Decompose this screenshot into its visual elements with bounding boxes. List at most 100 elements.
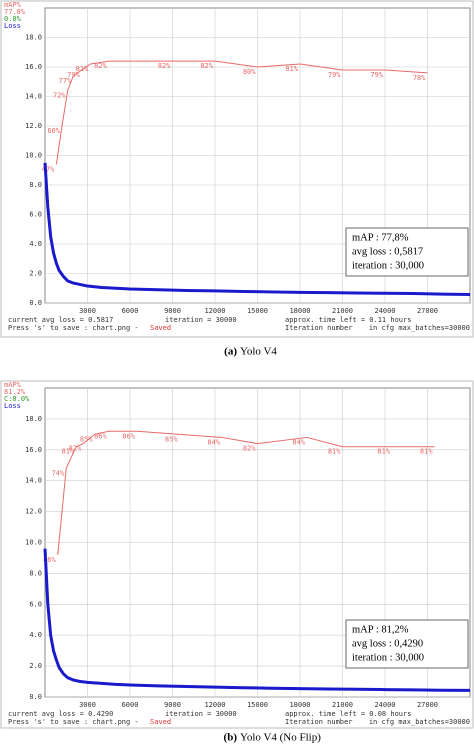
data-label: 79% [328,71,341,79]
x-tick-label: 24000 [374,307,395,315]
x-axis-label: Iteration number [285,324,352,332]
annotation-box [345,619,469,669]
annotation-text: mAP : 77,8% [352,232,409,243]
status: approx. time left = 0.11 hours [285,316,411,324]
y-tick-label: 14.0 [25,93,42,101]
y-tick-label: 6.0 [29,211,42,219]
data-label: 82% [243,445,256,453]
status: in cfg max_batches=30000 [369,718,470,726]
data-label: 60% [47,127,60,135]
x-tick-label: 15000 [247,307,268,315]
data-label: 81% [62,448,75,456]
map-line [57,430,435,555]
data-label: 79% [67,71,80,79]
y-tick-label: 8.0 [29,569,42,577]
y-tick-label: 10.0 [25,152,42,160]
annotation-text: avg loss : 0,4290 [352,638,423,649]
data-label: 78% [413,74,426,82]
x-tick-label: 27000 [417,701,438,709]
status: approx. time left = 0.08 hours [285,710,411,718]
y-tick-label: 12.0 [25,508,42,516]
data-label: 82% [158,62,171,70]
data-label: 77% [59,77,72,85]
y-tick-label: 8.0 [29,181,42,189]
data-label: 47% [42,165,55,173]
status: Press 's' to save : chart.png - [8,324,139,332]
x-tick-label: 6000 [122,307,139,315]
data-label: 85% [80,435,93,443]
x-tick-label: 3000 [79,701,96,709]
x-tick-label: 9000 [164,701,181,709]
y-tick-label: 18.0 [25,34,42,42]
y-tick-label: 18.0 [25,415,42,423]
data-label: 46% [43,556,56,564]
data-label: 81% [377,448,390,456]
legend-entry: Loss [4,22,21,30]
x-tick-label: 15000 [247,701,268,709]
legend-entry: Loss [4,402,21,410]
status: in cfg max_batches=30000 [369,324,470,332]
data-label: 85% [165,435,178,443]
x-tick-label: 21000 [332,701,353,709]
caption: Yolo V4 [240,346,277,358]
x-tick-label: 21000 [332,307,353,315]
map-line [55,60,428,165]
y-tick-label: 12.0 [25,122,42,130]
data-label: 72% [53,92,66,100]
x-tick-label: 3000 [79,307,96,315]
data-label: 84% [292,438,305,446]
status: iteration = 30000 [165,316,237,324]
data-label: 81% [285,65,298,73]
status: Saved [150,324,171,332]
y-tick-label: 16.0 [25,63,42,71]
loss-line [43,162,471,296]
y-tick-label: 6.0 [29,600,42,608]
legend-value: C:0.0% [4,395,30,403]
x-axis-label: Iteration number [285,718,352,726]
y-tick-label: 14.0 [25,477,42,485]
status: Press 's' to save : chart.png - [8,718,139,726]
y-tick-label: 4.0 [29,631,42,639]
annotation-text: iteration : 30,000 [352,260,424,271]
x-tick-label: 12000 [204,701,225,709]
legend-entry: mAP% [4,381,22,389]
data-label: 81% [328,448,341,456]
x-tick-label: 12000 [204,307,225,315]
status: iteration = 30000 [165,710,237,718]
legend-value: 81.2% [4,388,26,396]
data-label: 80% [243,68,256,76]
data-label: 82% [69,445,82,453]
status: Saved [150,718,171,726]
loss-line [43,548,471,692]
data-label: 86% [122,432,135,440]
annotation-text: avg loss : 0,5817 [352,246,423,257]
legend-value: 0.0% [4,15,22,23]
x-tick-label: 18000 [289,307,310,315]
data-label: 86% [94,432,107,440]
y-tick-label: 4.0 [29,240,42,248]
y-tick-label: 2.0 [29,662,42,670]
data-label: 81% [420,448,433,456]
data-label: 74% [52,469,65,477]
status: current avg loss = 0.4290 [8,710,113,718]
data-label: 84% [207,438,220,446]
data-label: 79% [370,71,383,79]
caption-tag: (a) [224,346,237,358]
y-tick-label: 2.0 [29,270,42,278]
annotation-text: mAP : 81,2% [352,624,409,635]
annotation-box [345,227,469,277]
y-tick-label: 0.0 [29,693,42,701]
x-tick-label: 18000 [289,701,310,709]
y-tick-label: 10.0 [25,539,42,547]
x-tick-label: 24000 [374,701,395,709]
legend-entry: mAP% [4,1,22,9]
annotation-text: iteration : 30,000 [352,652,424,663]
legend-value: 77.8% [4,8,26,16]
caption: Yolo V4 (No Flip) [240,732,321,744]
y-tick-label: 0.0 [29,299,42,307]
x-tick-label: 9000 [164,307,181,315]
data-label: 81% [76,65,89,73]
x-tick-label: 6000 [122,701,139,709]
data-label: 82% [94,62,107,70]
